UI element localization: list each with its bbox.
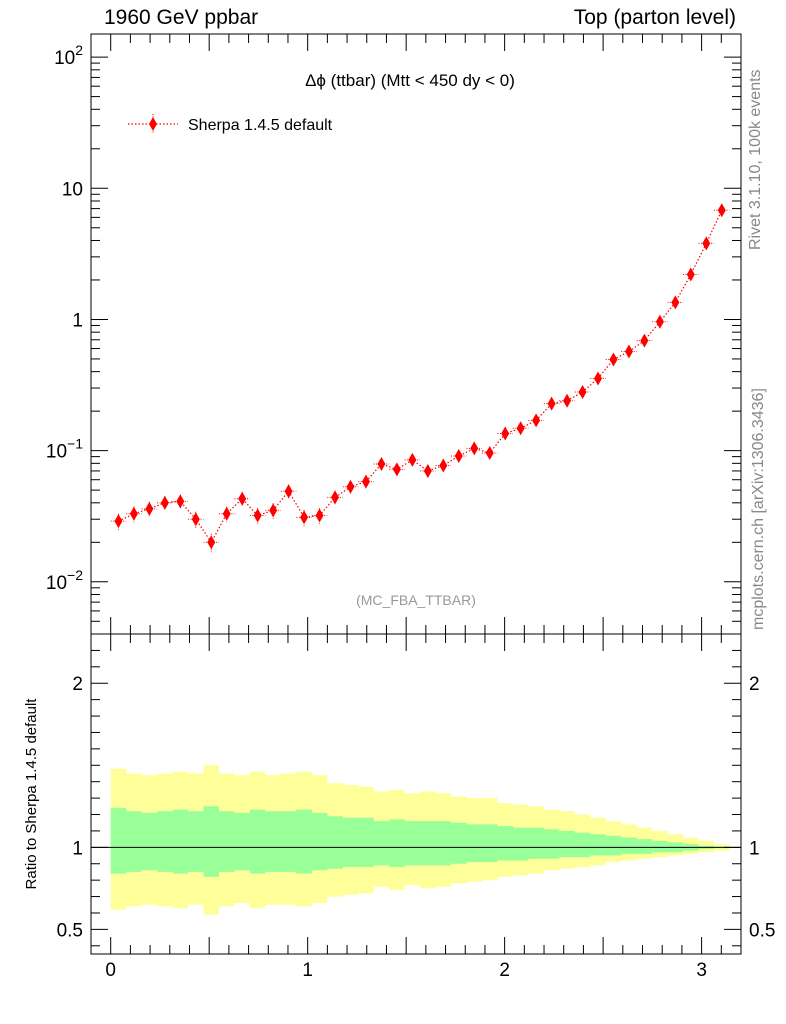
ratio-ytick-label: 2 [72, 674, 83, 695]
data-point [377, 457, 386, 472]
data-point [176, 494, 185, 509]
main-ytick-label: 102 [54, 42, 83, 69]
main-ytick-label: 10−1 [46, 436, 83, 463]
ratio-bands [91, 765, 741, 915]
data-point [160, 495, 169, 510]
data-point [485, 445, 494, 460]
xtick-label: 3 [696, 960, 707, 981]
data-point [594, 371, 602, 386]
ratio-ytick-label-right: 2 [749, 674, 760, 695]
data-point [717, 203, 726, 218]
data-point [315, 508, 324, 523]
ratio-ytick-label: 1 [72, 838, 83, 859]
series-line [118, 209, 723, 544]
data-point [532, 413, 541, 428]
data-point [609, 352, 618, 367]
data-point [702, 236, 711, 251]
data-point [284, 484, 293, 499]
main-series [110, 203, 730, 553]
data-point [640, 333, 649, 348]
data-point [439, 458, 448, 473]
main-ytick-label: 1 [72, 310, 83, 331]
data-point [346, 479, 355, 494]
legend-label: Sherpa 1.4.5 default [188, 117, 333, 134]
data-point [269, 503, 278, 518]
data-point [470, 441, 479, 456]
data-point [238, 491, 247, 506]
data-point [686, 267, 695, 282]
data-point [501, 426, 510, 441]
data-point [253, 508, 262, 523]
data-point [392, 462, 401, 477]
ratio-ytick-label-right: 1 [749, 838, 760, 859]
data-point [454, 448, 463, 463]
data-point [114, 514, 123, 529]
data-point [563, 393, 572, 408]
data-point [331, 490, 340, 505]
data-point [671, 295, 680, 310]
ratio-band [110, 806, 730, 877]
data-point [578, 384, 587, 399]
data-point [207, 535, 216, 550]
xtick-label: 1 [302, 960, 313, 981]
header-left: 1960 GeV ppbar [104, 6, 259, 29]
analysis-annotation: (MC_FBA_TTBAR) [356, 592, 476, 608]
ratio-ytick-label-right: 0.5 [749, 920, 775, 941]
data-point [300, 510, 309, 525]
data-point [191, 512, 200, 527]
data-point [145, 501, 154, 516]
data-point [655, 314, 664, 329]
data-point [129, 506, 138, 521]
ratio-plot-frame [90, 633, 742, 955]
data-point [222, 506, 231, 521]
ratio-ytick-label: 0.5 [57, 920, 83, 941]
data-point [361, 474, 370, 489]
ratio-axis-ticks: 0.5 0.5 1 1 2 2 0 1 2 3 [57, 634, 775, 981]
xtick-label: 0 [105, 960, 116, 981]
main-title: Δϕ (ttbar) (Mtt < 450 dy < 0) [305, 71, 515, 90]
data-point [516, 421, 525, 436]
legend: Sherpa 1.4.5 default [128, 114, 333, 134]
data-point [547, 396, 556, 411]
xtick-label: 2 [499, 960, 510, 981]
main-ytick-label: 10 [62, 179, 83, 200]
main-ytick-label: 10−2 [46, 567, 83, 594]
data-point [624, 344, 633, 359]
ratio-ylabel: Ratio to Sherpa 1.4.5 default [23, 698, 40, 890]
data-point [408, 452, 417, 467]
data-point [423, 463, 432, 478]
main-axis-ticks: 10−2 10−1 1 10 102 [46, 34, 742, 635]
header-right: Top (parton level) [573, 6, 736, 29]
